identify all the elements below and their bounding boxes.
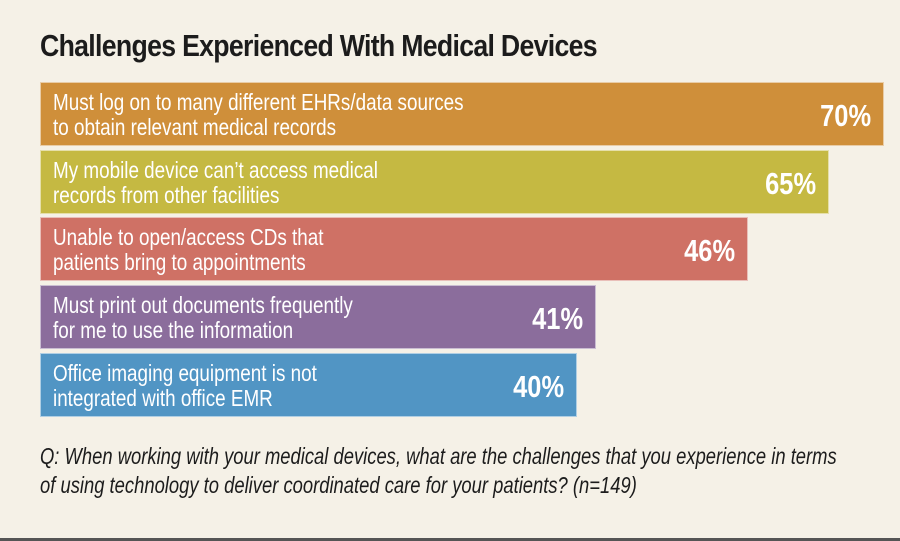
bar-value-label: 40% xyxy=(513,368,564,404)
bar-label: Must log on to many different EHRs/data … xyxy=(53,89,464,140)
bar-label: Must print out documents frequently for … xyxy=(53,292,353,344)
bar-value-label: 46% xyxy=(684,233,735,269)
bar-label: My mobile device can’t access medical re… xyxy=(53,156,378,208)
bar-label: Unable to open/access CDs that patients … xyxy=(53,224,324,276)
bar-value-label: 70% xyxy=(820,98,871,133)
bar-2: My mobile device can’t access medical re… xyxy=(40,149,829,214)
bar-label: Office imaging equipment is not integrat… xyxy=(53,359,317,411)
bottom-rule xyxy=(0,538,900,541)
bar-4: Must print out documents frequently for … xyxy=(40,285,596,350)
bar-1: Must log on to many different EHRs/data … xyxy=(40,82,884,146)
chart-title: Challenges Experienced With Medical Devi… xyxy=(40,28,598,63)
bar-value-label: 65% xyxy=(765,165,816,201)
bar-value-label: 41% xyxy=(532,301,583,337)
bar-3: Unable to open/access CDs that patients … xyxy=(40,217,748,282)
bar-5: Office imaging equipment is not integrat… xyxy=(40,352,577,417)
survey-question: Q: When working with your medical device… xyxy=(40,443,837,498)
